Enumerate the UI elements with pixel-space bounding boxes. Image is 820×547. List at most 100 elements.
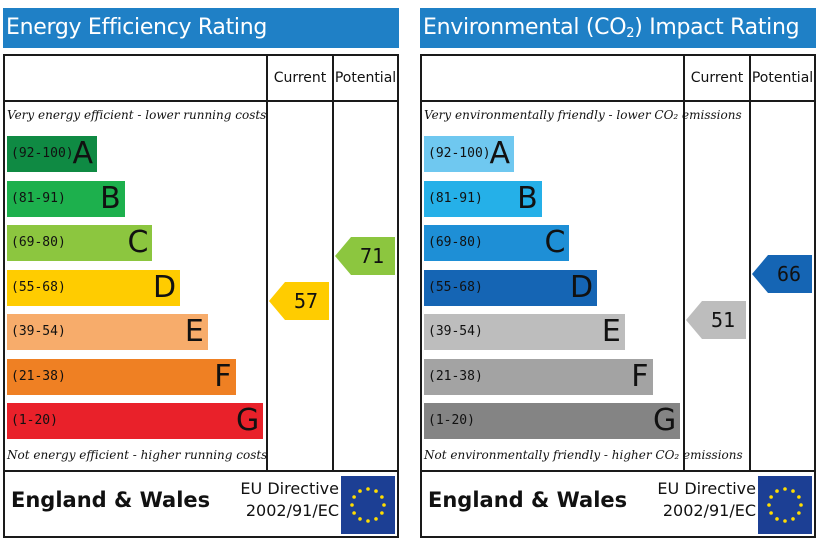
arrow-fill — [269, 282, 329, 321]
eu-star — [382, 503, 386, 507]
eu-star — [783, 519, 787, 523]
current-rating-arrow: 51 — [686, 300, 746, 339]
band-range-label: (69-80) — [428, 235, 483, 250]
arrow-fill — [752, 254, 812, 293]
region-label: England & Wales — [11, 488, 211, 512]
band-range-label: (92-100) — [428, 146, 491, 161]
rating-band-b: (81-91) B — [424, 180, 542, 217]
eu-star — [767, 503, 771, 507]
rating-band-d: (55-68) D — [424, 269, 598, 306]
rating-value: 57 — [293, 289, 319, 314]
band-letter-label: C — [127, 225, 149, 260]
band-letter-label: B — [100, 180, 121, 216]
eu-star — [791, 517, 795, 521]
eu-star — [352, 495, 356, 499]
eu-star — [374, 517, 378, 521]
potential-rating-arrow: 71 — [335, 236, 395, 275]
current-rating-arrow: 57 — [269, 282, 329, 321]
eu-star — [380, 495, 384, 499]
band-letter-label: F — [214, 358, 232, 394]
arrow-shape — [335, 236, 395, 275]
column-divider — [266, 56, 268, 472]
eu-stars-icon — [767, 487, 803, 523]
environmental-impact-panel: Environmental (CO2) Impact Rating Curren… — [420, 8, 816, 538]
potential-column-header: Potential — [751, 70, 814, 86]
eu-star — [380, 511, 384, 515]
eu-directive: EU Directive 2002/91/EC — [229, 478, 339, 522]
rating-band-d: (55-68) D — [7, 269, 181, 306]
directive-line-2: 2002/91/EC — [245, 501, 339, 520]
region-label: England & Wales — [428, 488, 628, 512]
arrow-shape — [752, 254, 812, 293]
eu-star — [374, 489, 378, 493]
top-note: Very environmentally friendly - lower CO… — [424, 108, 742, 122]
panel-title: Energy Efficiency Rating — [3, 8, 399, 48]
band-range-label: (39-54) — [428, 324, 483, 339]
directive-line-2: 2002/91/EC — [662, 501, 756, 520]
arrow-shape — [269, 282, 329, 321]
rating-band-g: (1-20) G — [424, 403, 681, 439]
rating-band-e: (39-54) E — [7, 314, 208, 350]
eu-star — [350, 503, 354, 507]
band-letter-label: A — [489, 136, 510, 171]
band-range-label: (55-68) — [11, 279, 66, 295]
eu-star — [769, 495, 773, 499]
band-range-label: (1-20) — [11, 413, 58, 428]
eu-star — [366, 519, 370, 523]
eu-star — [366, 487, 370, 491]
band-letter-label: D — [569, 269, 594, 305]
energy-efficiency-panel: Energy Efficiency Rating Current Potenti… — [3, 8, 399, 538]
band-range-label: (21-38) — [11, 368, 66, 384]
bottom-note: Not environmentally friendly - higher CO… — [424, 448, 743, 462]
rating-band-a: (92-100) A — [424, 136, 514, 172]
rating-band-a: (92-100) A — [7, 136, 97, 172]
band-range-label: (39-54) — [11, 324, 66, 339]
potential-column-header: Potential — [334, 70, 397, 86]
rating-frame: Current Potential Very environmentally f… — [420, 54, 816, 538]
arrow-shape — [686, 300, 746, 339]
column-divider — [683, 56, 685, 472]
band-letter-label: G — [235, 403, 260, 438]
eu-star — [352, 511, 356, 515]
rating-band-e: (39-54) E — [424, 314, 625, 350]
eu-star — [358, 489, 362, 493]
band-letter-label: F — [631, 358, 649, 394]
eu-star — [799, 503, 803, 507]
rating-band-f: (21-38) F — [424, 358, 653, 395]
eu-star — [775, 489, 779, 493]
band-range-label: (69-80) — [11, 235, 66, 250]
eu-star — [769, 511, 773, 515]
eu-flag-icon — [758, 476, 812, 534]
top-note: Very energy efficient - lower running co… — [7, 108, 267, 122]
band-range-label: (81-91) — [428, 190, 483, 206]
band-range-label: (92-100) — [11, 146, 74, 161]
column-divider — [332, 56, 334, 472]
arrow-fill — [686, 300, 746, 339]
eu-star — [791, 489, 795, 493]
band-letter-label: D — [152, 269, 177, 305]
rating-frame: Current Potential Very energy efficient … — [3, 54, 399, 538]
band-letter-label: G — [652, 403, 677, 438]
footer-divider — [5, 470, 397, 472]
eu-star — [797, 495, 801, 499]
rating-value: 71 — [359, 243, 385, 268]
eu-stars-icon — [350, 487, 386, 523]
rating-band-c: (69-80) C — [424, 225, 570, 261]
potential-rating-arrow: 66 — [752, 254, 812, 293]
rating-band-c: (69-80) C — [7, 225, 153, 261]
current-column-header: Current — [273, 70, 327, 86]
band-letter-label: B — [517, 180, 538, 216]
eu-star — [775, 517, 779, 521]
rating-value: 66 — [776, 261, 802, 286]
band-range-label: (81-91) — [11, 190, 66, 206]
rating-band-g: (1-20) G — [7, 403, 264, 439]
header-divider — [422, 100, 814, 102]
rating-band-f: (21-38) F — [7, 358, 236, 395]
rating-band-b: (81-91) B — [7, 180, 125, 217]
eu-directive: EU Directive 2002/91/EC — [646, 478, 756, 522]
band-letter-label: A — [72, 136, 93, 171]
rating-value: 51 — [710, 307, 736, 332]
band-range-label: (21-38) — [428, 368, 483, 384]
band-range-label: (55-68) — [428, 279, 483, 295]
eu-star — [797, 511, 801, 515]
